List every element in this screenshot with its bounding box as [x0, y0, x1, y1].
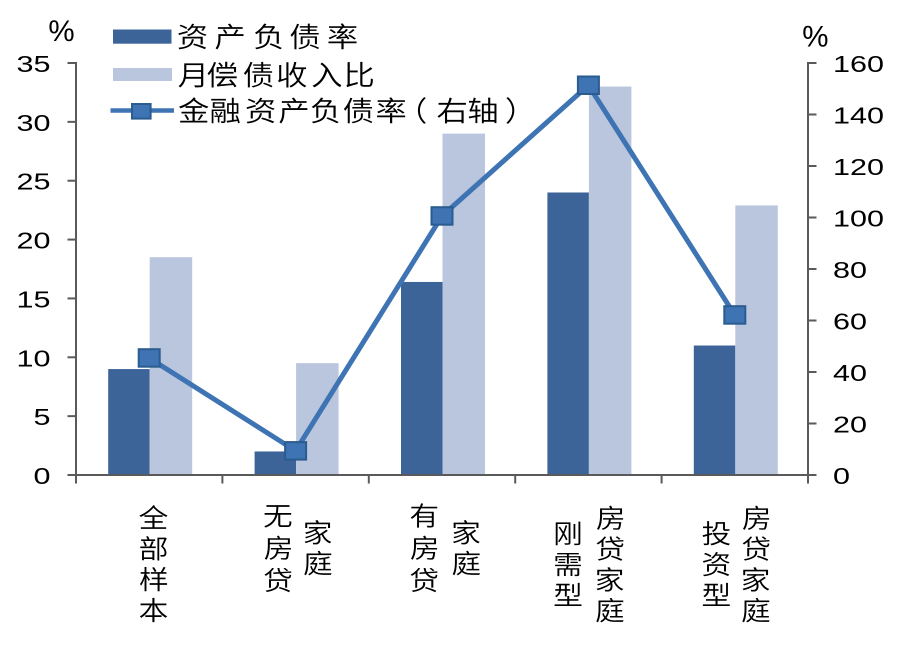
svg-text:100: 100	[833, 205, 884, 232]
svg-text:120: 120	[833, 153, 884, 180]
svg-text:0: 0	[833, 462, 850, 489]
svg-text:40: 40	[833, 359, 867, 386]
svg-text:30: 30	[17, 109, 51, 136]
svg-text:%: %	[802, 21, 828, 54]
svg-text:140: 140	[833, 102, 884, 129]
svg-text:20: 20	[17, 227, 51, 254]
svg-text:60: 60	[833, 308, 867, 335]
svg-text:%: %	[48, 15, 74, 48]
svg-text:160: 160	[833, 50, 884, 77]
svg-text:5: 5	[34, 404, 51, 431]
svg-text:25: 25	[17, 168, 51, 195]
svg-text:15: 15	[17, 286, 51, 313]
svg-text:80: 80	[833, 256, 867, 283]
svg-text:35: 35	[17, 50, 51, 77]
svg-text:0: 0	[34, 462, 51, 489]
svg-text:20: 20	[833, 411, 867, 438]
svg-text:10: 10	[17, 345, 51, 372]
